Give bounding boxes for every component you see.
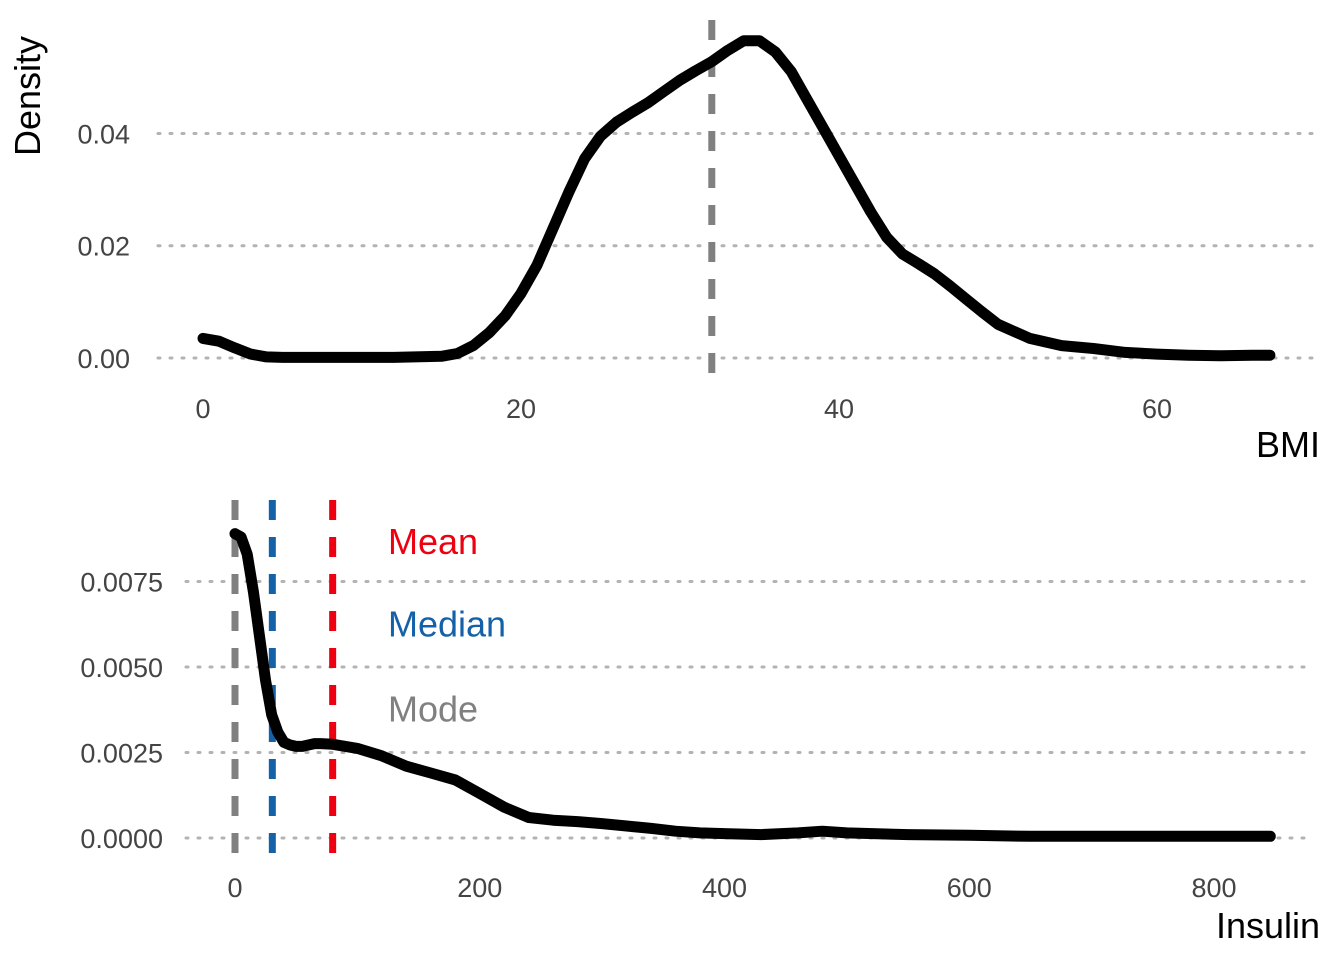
density-curve	[229, 528, 1276, 842]
y-tick-label: 0.0075	[80, 568, 163, 598]
x-tick-label: 60	[1142, 394, 1172, 424]
x-tick-label: 40	[824, 394, 854, 424]
y-tick-label: 0.00	[77, 344, 130, 374]
x-tick-label: 400	[702, 873, 747, 903]
y-tick-label: 0.0025	[80, 739, 163, 769]
x-axis-title: BMI	[1256, 424, 1320, 465]
density-curve	[197, 35, 1276, 363]
chart-panel-2: 0.0000 0.0025 0.0050 0.0075 0 200 400 600 800 Mea…	[80, 500, 1320, 946]
x-axis-title: Insulin	[1216, 905, 1320, 946]
chart-panel-1: 0.00 0.02 0.04 0 20 40 60 BMI Density	[7, 20, 1320, 465]
y-tick-label: 0.04	[77, 119, 130, 149]
y-tick-label: 0.0050	[80, 653, 163, 683]
y-tick-label: 0.0000	[80, 824, 163, 854]
y-tick-label: 0.02	[77, 232, 130, 262]
x-tick-label: 0	[195, 394, 210, 424]
y-axis-title: Density	[7, 36, 48, 156]
x-tick-label: 600	[947, 873, 992, 903]
annotation-mode: Mode	[388, 689, 478, 730]
x-tick-label: 0	[227, 873, 242, 903]
annotation-mean: Mean	[388, 521, 478, 562]
x-tick-label: 200	[457, 873, 502, 903]
x-tick-label: 20	[506, 394, 536, 424]
annotation-median: Median	[388, 603, 506, 644]
x-tick-label: 800	[1191, 873, 1236, 903]
